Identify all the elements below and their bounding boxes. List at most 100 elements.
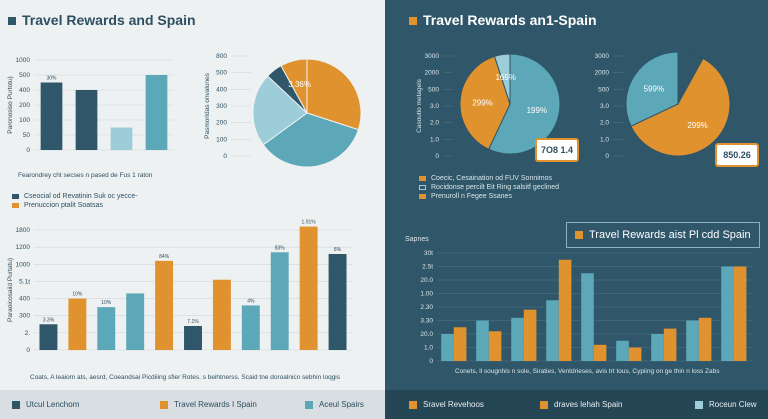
footer-swatch-icon [12,400,20,409]
y-tick-label: 3.0 [430,103,439,110]
y-tick-label: 300 [216,103,227,110]
data-label: 4% [247,298,255,304]
bar [75,90,98,150]
y-tick-label: 30t [424,250,433,257]
y-tick-label: 50 [23,132,31,139]
bar [663,328,677,361]
footer-item[interactable]: Travel Rewards I Spain [160,400,257,409]
bar [733,266,747,361]
legend-swatch-icon [419,176,426,181]
left-bar-chart-bottom: 1800 1200 1000 5.1t 400 300 2. 0 Paraoicosaiid P… [7,220,352,354]
y-tick-label: 20.0 [420,331,433,338]
data-label: 10% [101,300,112,306]
left-legend: Cseocial od Revatinin Suk oc yecce- Pren… [12,192,138,210]
y-tick-label: 2000 [425,70,440,77]
footer-item[interactable]: Roceun Clew [695,400,757,409]
right-bottom-caption: Conets, ll sougnhis n sole, Siraties, Ve… [455,368,720,375]
y-tick-label: 5.1t [19,278,30,285]
slice-label: 199% [527,106,547,115]
data-label: 3.3% [43,317,55,323]
pie-callout-1: 7O8 1.4 [535,138,579,162]
bar [698,317,712,361]
data-label: 84% [159,254,170,260]
y-tick-label: 0 [605,153,609,160]
bar [453,327,467,361]
footer-swatch-icon [540,400,548,409]
right-boxed-title: Travel Rewards aist Pl cdd Spain [566,222,760,248]
bar [97,307,116,350]
pie-slice [280,58,308,114]
bar [110,127,133,150]
right-footer: Sravel Revehoos draves lehah Spain Roceu… [385,390,768,419]
title-square-icon [409,17,417,26]
y-tick-label: 2. [25,330,31,337]
bar [145,75,168,150]
bar [328,254,347,350]
data-label: 7.1% [187,319,199,325]
y-axis-label: Paraoicosaiid Purtatu) [7,258,14,322]
y-tick-label: 500 [216,70,227,77]
callout-value: 7O8 1.4 [540,145,574,155]
left-bar-caption: Fearondrey cht secses n pased de Fus 1 r… [18,172,153,179]
bar [126,293,145,350]
right-legend: Coecic, Cesaination od FUV Sonnimos Roci… [419,174,559,201]
bar [558,259,572,361]
bar [155,260,174,350]
y-tick-label: 500 [19,72,30,79]
y-tick-label: 100 [19,117,30,124]
y-tick-label: 0 [223,153,227,160]
bar [40,82,63,150]
y-tick-label: 2.0 [430,120,439,127]
y-axis-label: Paronosiso Purtotu) [7,76,14,133]
footer-swatch-icon [409,400,417,409]
right-pie-chart-2: 3000 2000 500 3.0 2.0 1.0 0 299% 599% [595,51,731,160]
footer-item[interactable]: Aceul Spairs [305,400,364,409]
bar [39,324,58,350]
right-title: Travel Rewards an1-Spain [409,12,597,28]
slice-label: 165% [495,73,515,82]
bar [628,347,642,361]
footer-swatch-icon [695,400,703,409]
y-tick-label: 200 [216,120,227,127]
left-title: Travel Rewards and Spain [8,12,196,28]
y-tick-label: 400 [216,86,227,93]
bar [488,331,502,361]
bar [651,334,664,361]
y-tick-label: 0 [429,358,433,365]
y-tick-label: 2000 [595,70,610,77]
right-panel: Travel Rewards an1-Spain 3000 2000 500 3.0 2… [385,0,768,419]
slice-label: 299% [472,98,492,107]
y-tick-label: 800 [216,53,227,60]
pie-slice [262,112,359,168]
y-tick-label: 3000 [595,53,610,60]
y-tick-label: 3.0 [600,103,609,110]
pie-slice [306,58,362,131]
footer-item[interactable]: Utcul Lenchom [12,400,79,409]
y-tick-label: 3.30 [420,318,433,325]
footer-item[interactable]: Sravel Revehoos [409,400,484,409]
bar [184,326,202,350]
bar [241,305,260,350]
slice-label: 299% [687,121,707,130]
y-tick-label: 500 [598,86,609,93]
legend-swatch-icon [12,203,19,208]
y-tick-label: 1.0 [430,136,439,143]
data-label: 8% [334,247,342,253]
y-tick-label: 2.0 [600,120,609,127]
left-panel: Travel Rewards and Spain 100 0 500 400 200 10… [0,0,385,419]
bar [593,344,607,361]
legend-swatch-icon [419,194,426,199]
footer-swatch-icon [160,400,168,409]
bar [523,309,537,361]
bar [581,273,594,361]
left-bottom-caption: Coats, A leaiom ats, aesrd, Coeandsai Pi… [30,374,341,381]
y-axis-label: Casoutio metagels [416,78,423,133]
legend-item: Prenuroll n Fegee Ssanes [419,192,559,201]
bar [686,320,699,361]
title-square-icon [8,17,16,26]
bar [616,340,629,361]
y-tick-label: 300 [19,313,30,320]
footer-item[interactable]: draves lehah Spain [540,400,623,409]
right-bar-label: Sapnes [405,236,429,243]
